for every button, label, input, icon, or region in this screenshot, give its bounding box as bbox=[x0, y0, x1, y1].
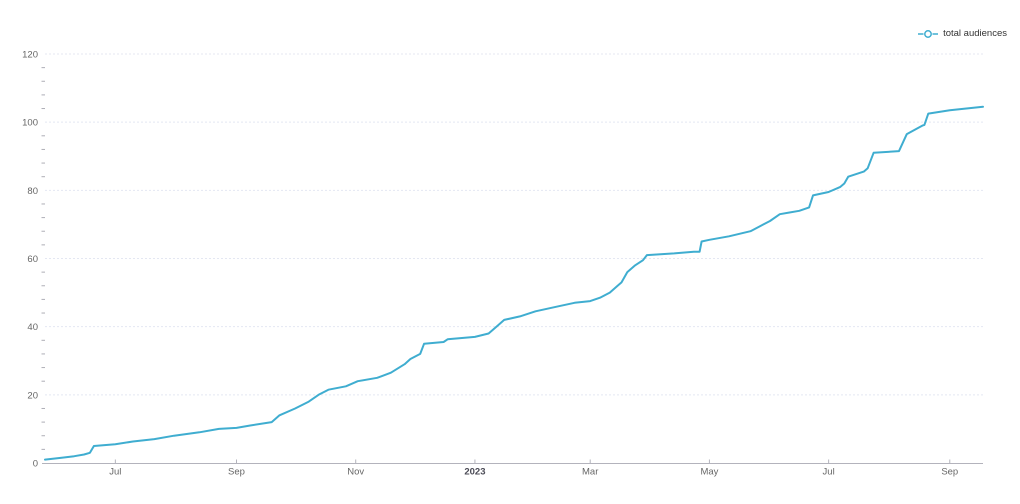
legend-label: total audiences bbox=[943, 28, 1007, 39]
y-axis-label: 120 bbox=[22, 50, 38, 61]
x-axis-label: Sep bbox=[228, 467, 245, 478]
y-axis-label: 20 bbox=[27, 390, 38, 401]
x-axis-label: May bbox=[700, 467, 718, 478]
x-axis-label: 2023 bbox=[464, 467, 485, 478]
y-axis-label: 40 bbox=[27, 322, 38, 333]
x-axis-label: Mar bbox=[582, 467, 598, 478]
series-line-total-audiences[interactable] bbox=[44, 105, 984, 461]
y-axis-label: 60 bbox=[27, 254, 38, 265]
x-axis-label: Sep bbox=[941, 467, 958, 478]
x-axis-label: Nov bbox=[347, 467, 364, 478]
y-axis-label: 100 bbox=[22, 118, 38, 129]
y-axis-label: 80 bbox=[27, 186, 38, 197]
x-axis-label: Jul bbox=[823, 467, 835, 478]
legend-item-total-audiences[interactable]: total audiences bbox=[918, 29, 1007, 39]
legend-marker-icon bbox=[918, 30, 939, 38]
y-axis-label: 0 bbox=[33, 459, 38, 470]
x-axis-label: Jul bbox=[109, 467, 121, 478]
